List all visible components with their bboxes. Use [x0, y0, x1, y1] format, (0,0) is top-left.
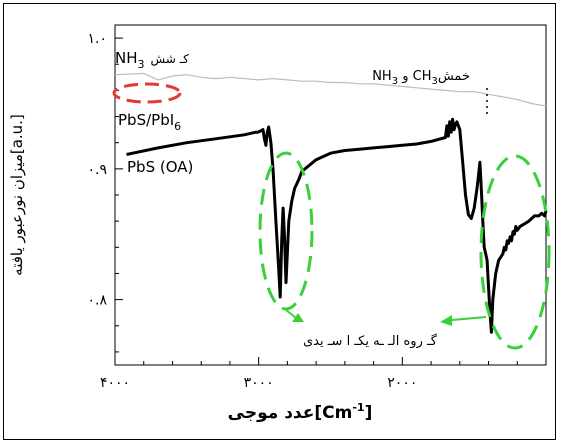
arrow-to-acid-region	[440, 315, 487, 326]
x-tick-label: ۳۰۰۰	[244, 375, 274, 391]
x-axis-title: عدد موجی[Cm-1]	[228, 401, 373, 423]
y-tick-labels: ۱.۰ ۰.۹ ۰.۸	[88, 31, 108, 309]
series-line-pbs-pbi6	[114, 72, 547, 107]
series-layer	[114, 72, 548, 334]
x-tick-label: ۴۰۰۰	[100, 375, 130, 391]
annotation-pbs-pbi6: PbS/PbI6	[118, 111, 181, 133]
ch-region-ellipse	[258, 151, 314, 311]
y-axis-title: میزان نورعبور یافته[a.u.]	[8, 114, 26, 276]
annotation-nh3-stretch: NH3 کـ شش	[115, 49, 189, 71]
acid-region-ellipse	[479, 154, 551, 350]
figure-frame	[3, 3, 556, 440]
annotation-acid-group: گـ روه الـ ـه یکـ ا سـ یدی	[303, 333, 438, 349]
x-tick-labels: ۴۰۰۰ ۳۰۰۰ ۲۰۰۰	[100, 375, 417, 391]
y-tick-label: ۱.۰	[88, 31, 108, 47]
series-line-pbs-oa	[126, 117, 548, 334]
x-tick-label: ۲۰۰۰	[387, 375, 417, 391]
y-tick-label: ۰.۹	[88, 162, 108, 178]
arrow-to-ch-region	[285, 309, 304, 322]
nh3-highlight-ellipse	[112, 82, 182, 104]
y-tick-label: ۰.۸	[88, 293, 108, 309]
annotation-pbs-oa: PbS (OA)	[127, 158, 193, 176]
annotation-nh3-ch3-bend: NH3 و CH3خمش	[372, 69, 470, 87]
